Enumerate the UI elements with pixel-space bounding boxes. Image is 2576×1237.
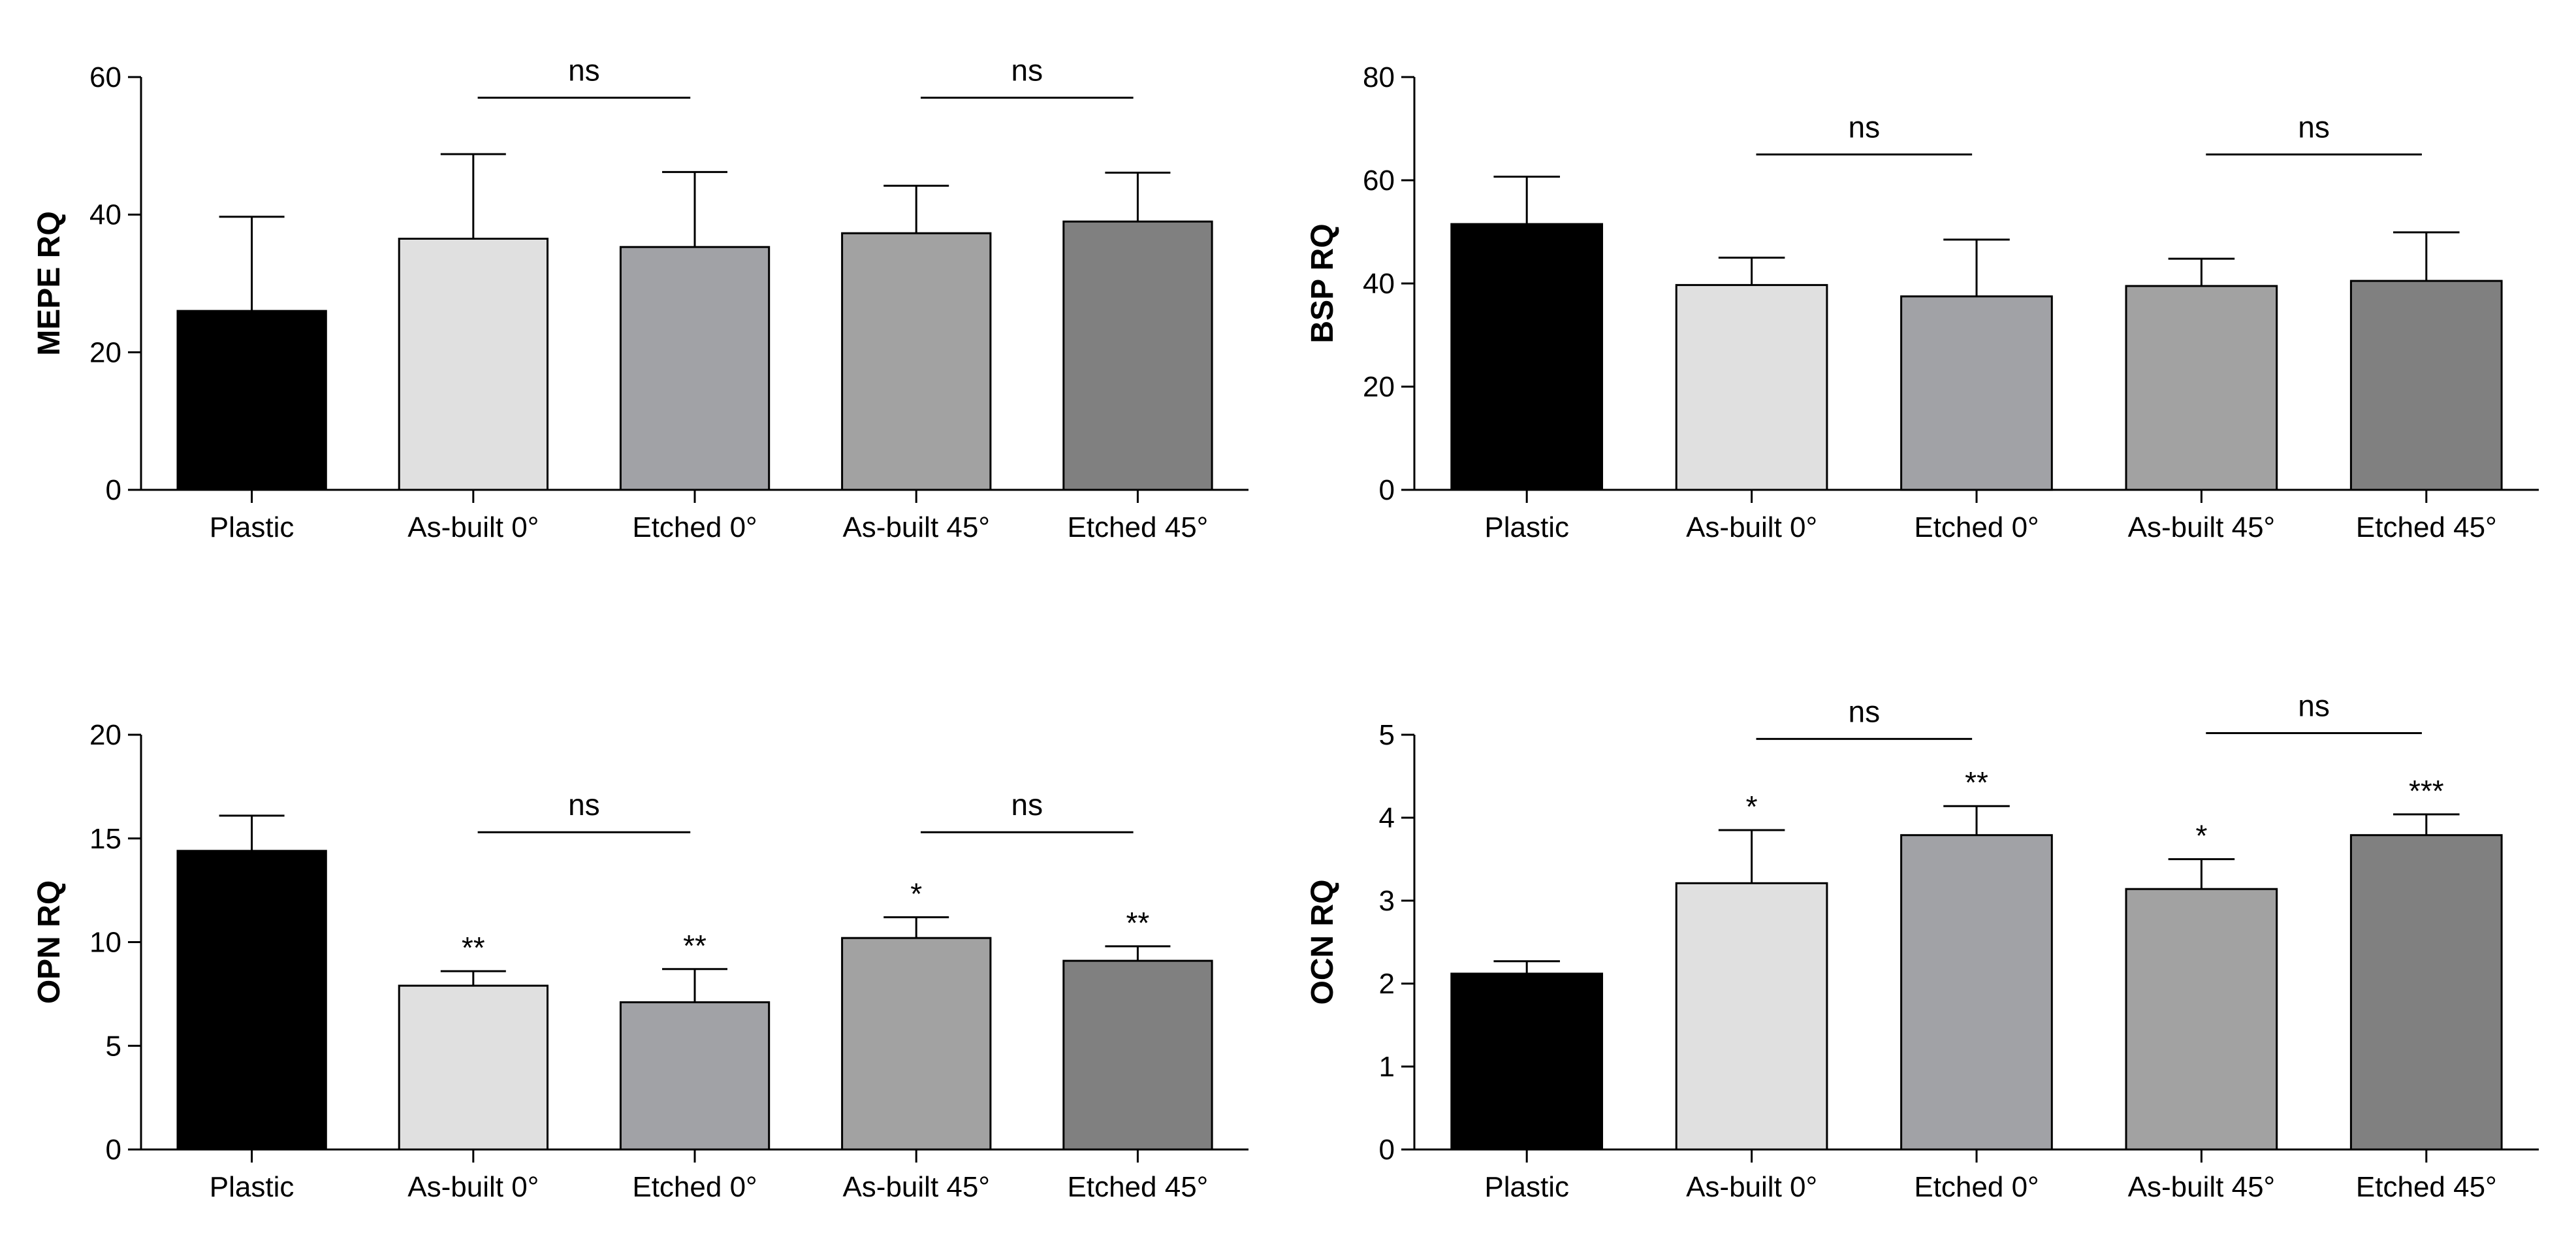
x-tick-label: As-built 0° [407,511,539,543]
x-tick-label: As-built 45° [842,1171,989,1203]
x-tick-label: Etched 0° [632,1171,757,1203]
x-tick-label: Plastic [1484,1171,1569,1203]
significance-star: * [2195,819,2207,853]
y-tick-label: 40 [89,199,121,231]
y-tick-label: 5 [106,1030,121,1062]
significance-star: * [1746,790,1758,824]
bar-5 [1062,959,1213,1151]
y-tick-label: 60 [89,61,121,93]
x-tick-label: As-built 0° [1686,511,1817,543]
x-tick-label: Etched 45° [1068,511,1209,543]
bar-2 [1675,882,1828,1151]
x-tick-label: Plastic [1484,511,1569,543]
y-tick-label: 0 [1379,474,1395,506]
bar-4 [2125,285,2278,491]
y-axis-title: OPN RQ [32,880,67,1004]
y-tick-label: 2 [1379,968,1395,1000]
x-tick-label: Etched 45° [2356,511,2497,543]
bar-4 [841,937,992,1151]
x-tick-label: Etched 0° [1914,511,2039,543]
x-tick-label: As-built 0° [1686,1171,1817,1203]
y-tick-label: 40 [1363,268,1395,300]
x-tick-label: Etched 45° [2356,1171,2497,1203]
bar-3 [1900,295,2053,491]
significance-star: ** [683,929,707,963]
chart-bsp: ns ns 0 20 40 60 80 Plastic As-built 0° Etched 0°… [1305,61,2539,543]
significance-label: ns [1849,694,1881,728]
bar-2 [398,238,549,491]
x-tick-label: Etched 0° [1914,1171,2039,1203]
bar-4 [841,232,992,491]
y-tick-label: 0 [106,1134,121,1166]
bar-2 [398,984,549,1151]
y-axis-title: BSP RQ [1305,223,1340,343]
x-tick-label: Plastic [210,511,294,543]
bar-5 [2349,834,2503,1151]
bar-1 [176,850,327,1151]
bar-3 [1900,834,2053,1151]
y-tick-label: 20 [89,336,121,368]
bar-5 [1062,220,1213,491]
significance-label: ns [2298,688,2330,722]
significance-star: ** [462,931,485,965]
significance-label: ns [1011,54,1043,88]
y-tick-label: 1 [1379,1051,1395,1083]
bar-3 [619,246,771,491]
significance-label: ns [568,54,600,88]
y-tick-label: 15 [89,823,121,855]
y-tick-label: 4 [1379,802,1395,834]
bar-3 [619,1001,771,1151]
bar-1 [176,310,327,491]
bar-2 [1675,283,1828,491]
y-axis-title: OCN RQ [1305,880,1340,1005]
x-tick-label: As-built 0° [407,1171,539,1203]
significance-star: ** [1965,765,1988,799]
bar-4 [2125,888,2278,1151]
significance-label: ns [568,788,600,822]
x-tick-label: Plastic [210,1171,294,1203]
x-tick-label: Etched 45° [1068,1171,1209,1203]
significance-star: * [910,876,922,910]
chart-mepe: ns ns 0 20 40 60 Plastic As-built 0° Etched 0° As… [32,54,1248,543]
bar-1 [1450,972,1604,1151]
x-tick-label: As-built 45° [2128,1171,2275,1203]
y-tick-label: 60 [1363,165,1395,197]
x-tick-label: Etched 0° [632,511,757,543]
significance-star: ** [1126,906,1149,940]
significance-label: ns [1849,110,1881,144]
significance-star: *** [2409,774,2444,808]
bar-5 [2349,280,2503,491]
significance-label: ns [2298,110,2330,144]
y-tick-label: 80 [1363,61,1395,93]
significance-label: ns [1011,788,1043,822]
bar-1 [1450,223,1604,491]
y-tick-label: 0 [1379,1134,1395,1166]
y-tick-label: 5 [1379,719,1395,751]
y-tick-label: 20 [89,719,121,751]
x-tick-label: As-built 45° [842,511,989,543]
y-tick-label: 10 [89,927,121,959]
x-tick-label: As-built 45° [2128,511,2275,543]
y-tick-label: 20 [1363,371,1395,403]
y-tick-label: 3 [1379,885,1395,917]
y-axis-title: MEPE RQ [32,211,67,355]
y-tick-label: 0 [106,474,121,506]
